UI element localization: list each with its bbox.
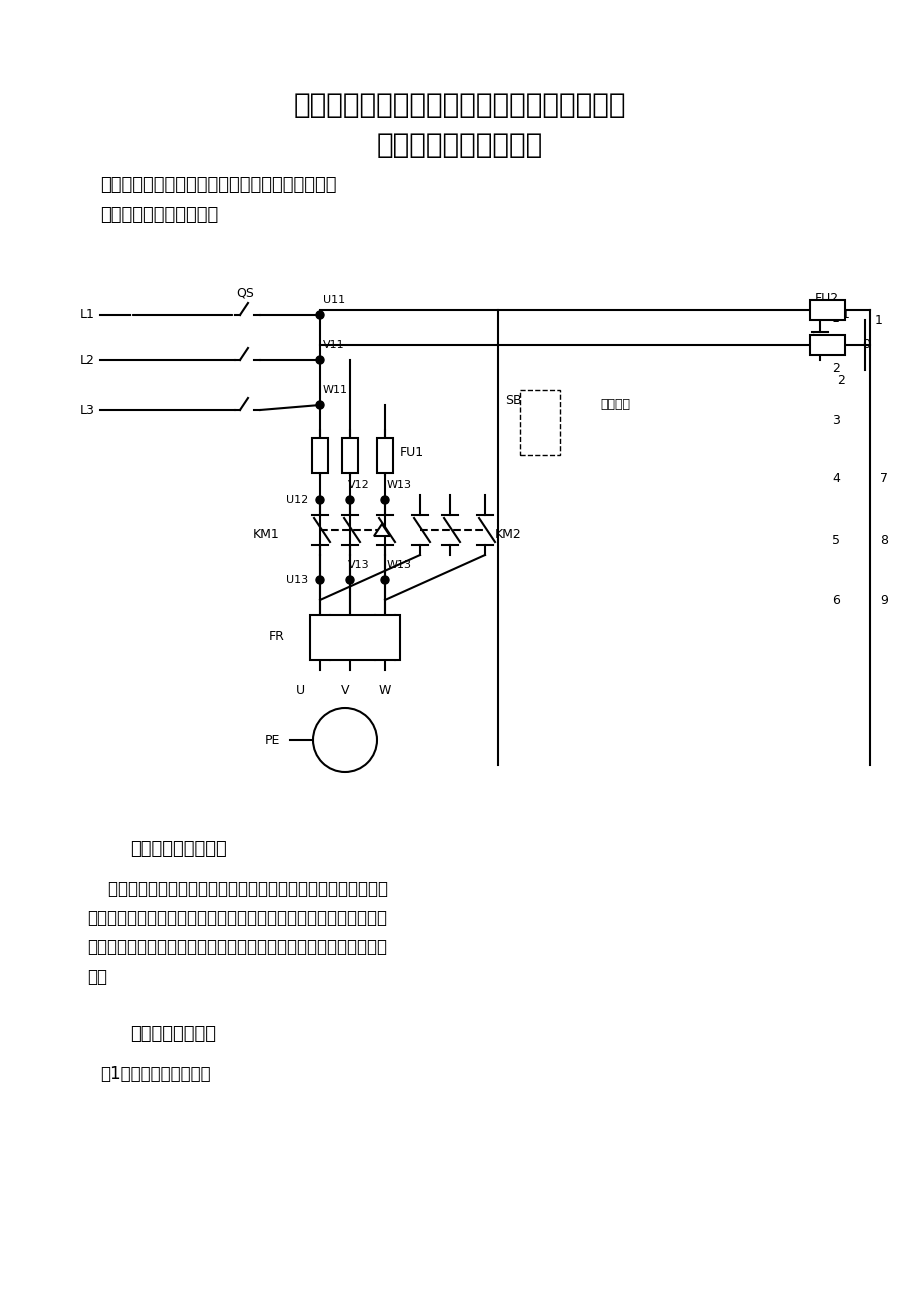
Bar (377, 437, 392, 473)
Text: 9: 9 (879, 594, 887, 607)
Bar (310, 615, 400, 660)
Text: KM1: KM1 (253, 529, 279, 542)
Text: L2: L2 (80, 354, 95, 366)
Text: W: W (379, 684, 391, 697)
Text: V: V (340, 684, 349, 697)
Bar (0, 0, 919, 70)
Text: V13: V13 (347, 560, 369, 570)
Text: 电机正反转控制原理电路图电路分析和相关资: 电机正反转控制原理电路图电路分析和相关资 (293, 91, 626, 118)
Circle shape (380, 575, 389, 585)
Text: SB3: SB3 (505, 393, 529, 406)
Text: 7: 7 (879, 471, 887, 484)
Text: 5: 5 (831, 534, 839, 547)
Circle shape (380, 496, 389, 504)
Text: 4: 4 (831, 471, 839, 484)
Text: 紧急停止: 紧急停止 (599, 398, 630, 411)
Text: 1: 1 (874, 314, 882, 327)
Text: KM2: KM2 (494, 529, 521, 542)
Circle shape (312, 708, 377, 772)
Text: M: M (336, 728, 353, 746)
Bar (519, 391, 560, 454)
Text: 正反转控制运用生产机械要求运动部件能向正反两个方向运动的
场合。如机床工作台电机的前进与后退控制；万能铣床主轴的正反转
控制；圆板机的辊子的正反转；电梯、起重机: 正反转控制运用生产机械要求运动部件能向正反两个方向运动的 场合。如机床工作台电机… (87, 880, 388, 986)
Circle shape (315, 496, 323, 504)
Text: 双重联锁（按钮、接触器）正反转控制电路原理图: 双重联锁（按钮、接触器）正反转控制电路原理图 (100, 176, 336, 194)
Text: 1: 1 (841, 309, 849, 322)
Text: 2: 2 (836, 374, 844, 387)
Circle shape (346, 575, 354, 585)
Text: W13: W13 (387, 480, 412, 490)
Bar (342, 437, 357, 473)
Polygon shape (374, 523, 390, 536)
Text: 一、线路的运用场合: 一、线路的运用场合 (130, 840, 226, 858)
Text: FR: FR (269, 630, 285, 643)
Text: U: U (295, 684, 304, 697)
Text: L1: L1 (80, 309, 95, 322)
Text: FU1: FU1 (400, 445, 424, 458)
Text: 3~: 3~ (335, 746, 354, 759)
Circle shape (315, 575, 323, 585)
Text: U11: U11 (323, 296, 345, 305)
Circle shape (315, 401, 323, 409)
Text: 二、控制原理分析: 二、控制原理分析 (130, 1025, 216, 1043)
Text: 1: 1 (831, 311, 839, 324)
Circle shape (346, 496, 354, 504)
Text: 6: 6 (831, 594, 839, 607)
Text: 8: 8 (879, 534, 887, 547)
Text: 3: 3 (831, 414, 839, 427)
Text: U12: U12 (286, 495, 308, 505)
Text: PE: PE (265, 733, 279, 746)
Bar (809, 299, 844, 320)
Text: 电机双重联锁正反转控制: 电机双重联锁正反转控制 (100, 206, 218, 224)
Text: V11: V11 (323, 340, 345, 350)
Bar (312, 437, 328, 473)
Text: 2: 2 (831, 362, 839, 375)
Text: FU2: FU2 (814, 292, 838, 305)
Bar (809, 335, 844, 355)
Circle shape (315, 355, 323, 365)
Text: U13: U13 (286, 575, 308, 585)
Text: （1）、控制功能分析：: （1）、控制功能分析： (100, 1065, 210, 1083)
Text: 0: 0 (861, 339, 869, 352)
Text: L3: L3 (80, 404, 95, 417)
Text: W11: W11 (323, 385, 347, 395)
Text: QS: QS (236, 286, 254, 299)
Text: V12: V12 (347, 480, 369, 490)
Circle shape (315, 311, 323, 319)
Text: W13: W13 (387, 560, 412, 570)
Text: 料电工进网作业证考试: 料电工进网作业证考试 (377, 132, 542, 159)
